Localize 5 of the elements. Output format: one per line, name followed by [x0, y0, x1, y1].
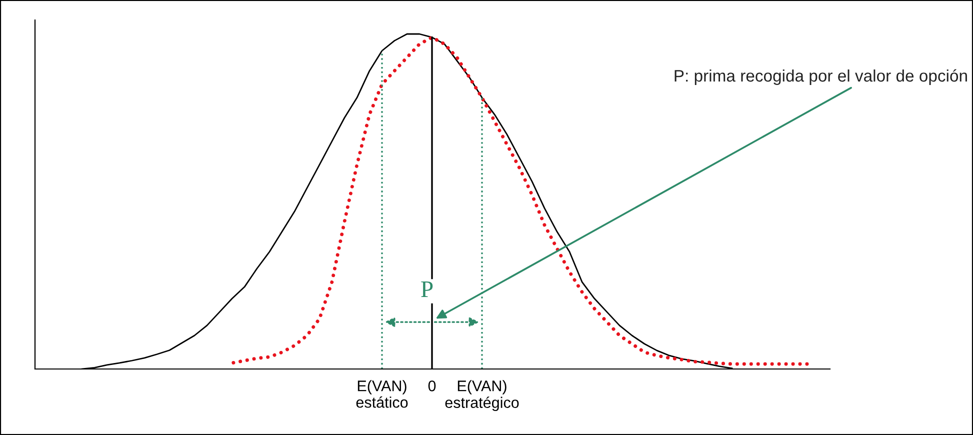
x-tick-label: 0: [428, 380, 436, 392]
x-tick-label: E(VAN) estratégico: [445, 380, 519, 412]
annotation: P: prima recogida por el valor de opción: [674, 69, 967, 85]
annotation: P: [421, 282, 433, 297]
x-tick-label: E(VAN) estático: [356, 380, 408, 408]
